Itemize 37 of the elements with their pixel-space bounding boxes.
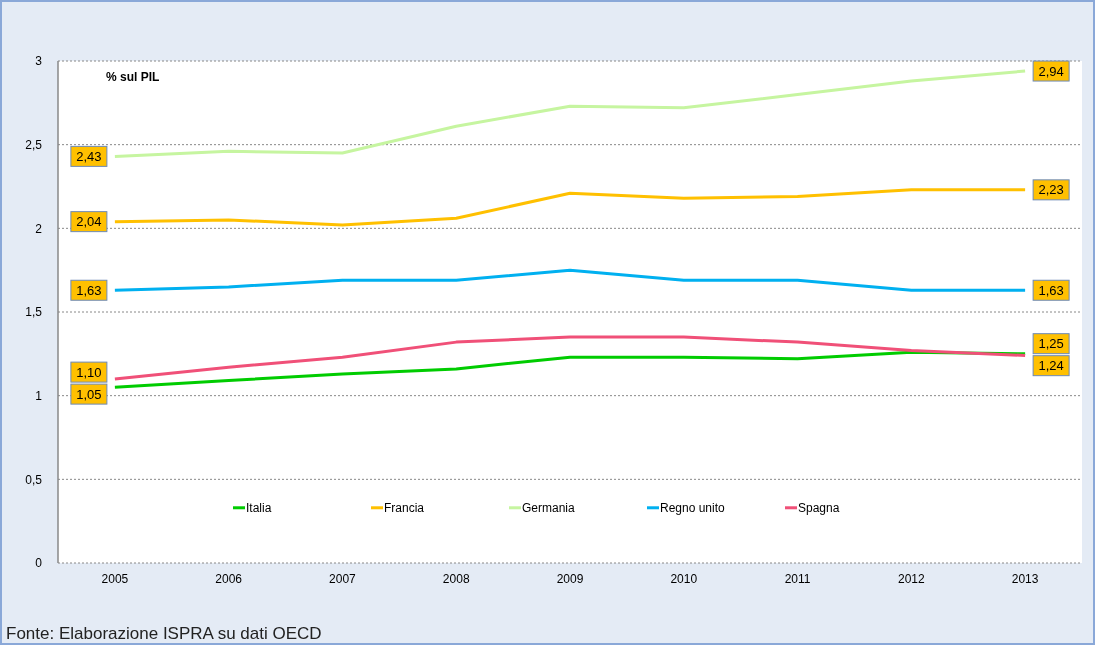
x-tick-label: 2011 (784, 572, 811, 586)
data-label: 1,24 (1038, 358, 1064, 374)
data-label: 2,23 (1038, 182, 1064, 198)
line-series (113, 268, 1027, 292)
data-label: 1,05 (76, 386, 102, 402)
x-tick-label: 2007 (329, 572, 357, 586)
x-tick-label: 2012 (897, 572, 925, 586)
line-series (113, 350, 1027, 389)
y-tick-label: 0 (35, 556, 43, 571)
data-label: 2,04 (76, 214, 102, 230)
legend-label: Germania (522, 500, 576, 515)
legend-label: Spagna (798, 500, 840, 515)
data-label: 2,43 (76, 148, 102, 164)
data-label: 1,63 (1038, 282, 1064, 298)
x-tick-label: 2008 (442, 572, 470, 586)
data-label: 1,25 (1038, 336, 1064, 352)
y-tick-label: 1 (35, 388, 43, 403)
x-tick-label: 2010 (670, 572, 698, 586)
data-label: 2,94 (1038, 63, 1064, 79)
data-label: 1,63 (76, 282, 102, 298)
line-series (113, 188, 1027, 227)
x-tick-label: 2013 (1011, 572, 1039, 586)
y-tick-label: 3 (35, 54, 43, 69)
y-tick-label: 0,5 (25, 472, 43, 487)
legend-label: Regno unito (660, 500, 726, 515)
legend-label: Italia (246, 500, 272, 515)
y-tick-label: 2,5 (25, 137, 43, 152)
legend-label: Francia (384, 500, 425, 515)
source-note: Fonte: Elaborazione ISPRA su dati OECD (6, 624, 322, 643)
y-tick-label: 2 (35, 221, 43, 236)
x-tick-label: 2006 (215, 572, 243, 586)
y-tick-label: 1,5 (25, 305, 43, 320)
x-tick-label: 2005 (101, 572, 129, 586)
y-axis-title: % sul PIL (106, 70, 160, 84)
line-series (113, 335, 1027, 381)
data-label: 1,10 (76, 364, 102, 380)
x-tick-label: 2009 (556, 572, 584, 586)
